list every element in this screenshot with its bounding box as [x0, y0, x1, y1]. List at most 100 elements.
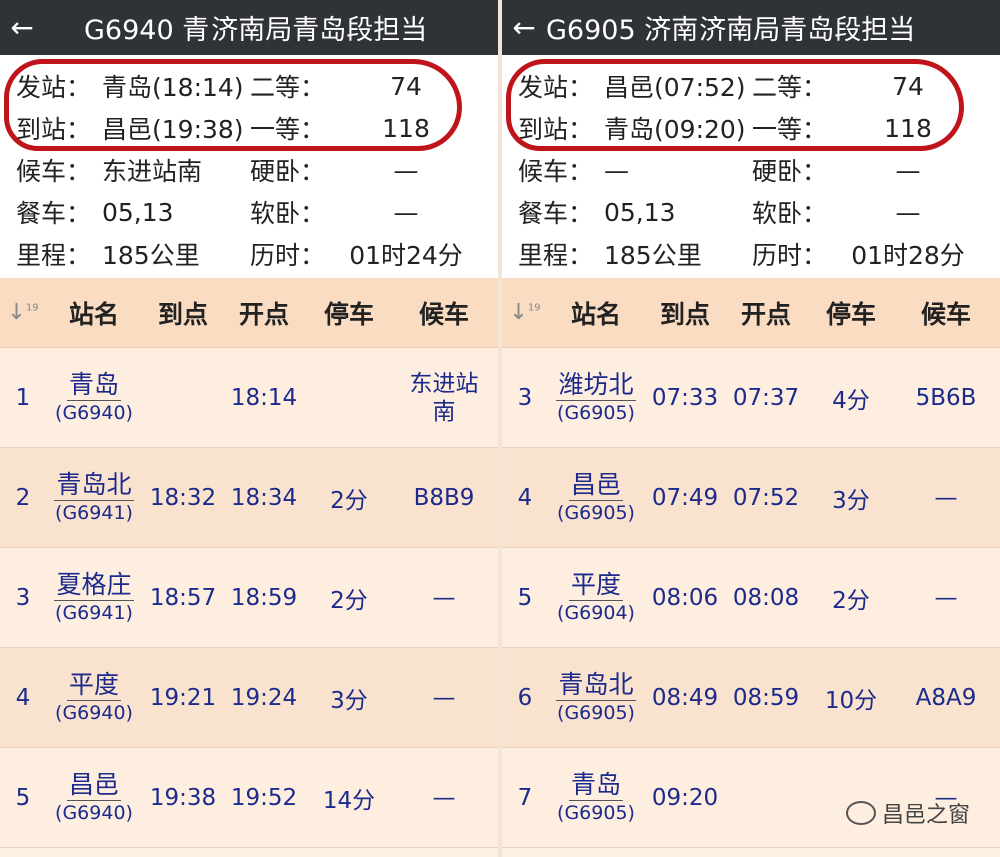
- stop-duration: 10分: [824, 687, 878, 714]
- info-label: 候车：: [16, 157, 92, 186]
- column-header[interactable]: 开点: [238, 299, 289, 329]
- info-value: 青岛(18:14): [102, 73, 244, 102]
- arrive-time: 07:33: [651, 384, 719, 411]
- train-number: (G6905): [557, 502, 635, 524]
- table-row[interactable]: 3 夏格庄 (G6941) 18:57 18:59 2分 —: [0, 548, 498, 648]
- train-number: (G6905): [557, 702, 635, 724]
- info-label: 历时：: [752, 241, 828, 270]
- info-value: 01时28分: [851, 241, 965, 270]
- right-train-panel: ← G6905 济南东 济南局青岛段担当 发站： 昌邑(07:52) 二等： 7…: [502, 0, 1000, 857]
- info-label: 软卧：: [250, 199, 326, 228]
- back-arrow-icon[interactable]: ←: [10, 11, 34, 44]
- back-arrow-icon[interactable]: ←: [512, 11, 536, 44]
- stop-duration: 3分: [330, 687, 368, 714]
- station-link[interactable]: 昌邑: [66, 770, 121, 801]
- row-number: 4: [517, 484, 533, 511]
- waiting-area: —: [432, 684, 456, 711]
- info-row: 候车： — 硬卧： —: [518, 149, 1000, 191]
- station-link[interactable]: 青岛北: [54, 470, 134, 501]
- info-row: 到站： 青岛(09:20) 一等： 118: [518, 107, 1000, 149]
- train-number: (G6904): [557, 602, 635, 624]
- info-label: 餐车：: [16, 199, 92, 228]
- table-row[interactable]: 4 昌邑 (G6905) 07:49 07:52 3分 —: [502, 448, 1000, 548]
- station-link[interactable]: 平度: [568, 570, 623, 601]
- depart-time: 07:37: [732, 384, 800, 411]
- info-label: 到站：: [16, 115, 92, 144]
- row-number: 6: [517, 684, 533, 711]
- table-header: ↓19 站名 到点 开点 停车 候车: [0, 278, 498, 348]
- info-label: 历时：: [250, 241, 326, 270]
- column-header[interactable]: 开点: [740, 299, 791, 329]
- stop-duration: 14分: [322, 787, 376, 814]
- column-header[interactable]: 停车: [323, 299, 374, 329]
- row-number: 3: [15, 584, 31, 611]
- station-link[interactable]: 青岛: [66, 370, 121, 401]
- station-link[interactable]: 平度: [66, 670, 121, 701]
- info-value: —: [895, 197, 921, 227]
- waiting-area: B8B9: [413, 484, 475, 511]
- waiting-area: —: [432, 784, 456, 811]
- sort-icon[interactable]: ↓19: [509, 300, 541, 325]
- waiting-area: A8A9: [915, 684, 977, 711]
- arrive-time: 19:21: [149, 684, 217, 711]
- info-row: 候车： 东进站南 硬卧： —: [16, 149, 498, 191]
- info-row: 到站： 昌邑(19:38) 一等： 118: [16, 107, 498, 149]
- row-number: 5: [517, 584, 533, 611]
- info-row: 里程： 185公里 历时： 01时24分: [16, 233, 498, 275]
- table-row[interactable]: 3 潍坊北 (G6905) 07:33 07:37 4分 5B6B: [502, 348, 1000, 448]
- info-label: 里程：: [518, 241, 594, 270]
- column-header[interactable]: 停车: [825, 299, 876, 329]
- left-train-panel: ← G6940 青 济南局青岛段担当 发站： 青岛(18:14) 二等： 74 …: [0, 0, 498, 857]
- table-row[interactable]: 5 平度 (G6904) 08:06 08:08 2分 —: [502, 548, 1000, 648]
- watermark: 昌邑之窗: [845, 797, 970, 829]
- wechat-icon: [845, 801, 876, 825]
- column-header[interactable]: 站名: [68, 299, 119, 329]
- info-row: 餐车： 05,13 软卧： —: [518, 191, 1000, 233]
- column-header[interactable]: 到点: [157, 299, 208, 329]
- table-row[interactable]: 1 青岛 (G6940) 18:14 东进站南: [0, 348, 498, 448]
- station-link[interactable]: 潍坊北: [556, 370, 636, 401]
- info-row: 发站： 青岛(18:14) 二等： 74: [16, 65, 498, 107]
- info-label: 二等：: [752, 73, 828, 102]
- info-label: 硬卧：: [752, 157, 828, 186]
- column-header[interactable]: 候车: [920, 299, 971, 329]
- table-row[interactable]: 7 青岛 (G6905) 09:20 —: [502, 748, 1000, 848]
- column-header[interactable]: 候车: [418, 299, 469, 329]
- depart-time: 08:59: [732, 684, 800, 711]
- info-value: 东进站南: [102, 157, 203, 186]
- sort-icon[interactable]: ↓19: [7, 300, 39, 325]
- column-header[interactable]: 到点: [659, 299, 710, 329]
- info-value: —: [393, 197, 419, 227]
- watermark-text: 昌邑之窗: [881, 803, 970, 828]
- waiting-area: —: [934, 484, 958, 511]
- table-row[interactable]: 6 青岛北 (G6905) 08:49 08:59 10分 A8A9: [502, 648, 1000, 748]
- station-link[interactable]: 昌邑: [568, 470, 623, 501]
- station-link[interactable]: 夏格庄: [54, 570, 134, 601]
- row-number: 2: [15, 484, 31, 511]
- stop-duration: 3分: [832, 487, 870, 514]
- info-label: 发站：: [16, 73, 92, 102]
- train-number: (G6941): [55, 602, 133, 624]
- depart-time: 18:34: [230, 484, 298, 511]
- row-number: 4: [15, 684, 31, 711]
- depart-time: 18:14: [230, 384, 298, 411]
- train-number: (G6905): [557, 802, 635, 824]
- column-header[interactable]: 站名: [570, 299, 621, 329]
- station-list: 1 青岛 (G6940) 18:14 东进站南 2 青岛北 (G6941) 18:3…: [0, 348, 498, 848]
- arrive-time: 19:38: [149, 784, 217, 811]
- train-number: (G6940): [55, 802, 133, 824]
- table-row[interactable]: 4 平度 (G6940) 19:21 19:24 3分 —: [0, 648, 498, 748]
- train-bureau: 济南局青岛段担当: [699, 8, 916, 47]
- info-label: 一等：: [752, 115, 828, 144]
- station-link[interactable]: 青岛: [568, 770, 623, 801]
- arrive-time: 18:57: [149, 584, 217, 611]
- info-label: 硬卧：: [250, 157, 326, 186]
- depart-time: 19:52: [230, 784, 298, 811]
- row-number: 3: [517, 384, 533, 411]
- depart-time: 08:08: [732, 584, 800, 611]
- table-row[interactable]: 2 青岛北 (G6941) 18:32 18:34 2分 B8B9: [0, 448, 498, 548]
- stop-duration: 4分: [832, 387, 870, 414]
- info-label: 软卧：: [752, 199, 828, 228]
- table-row[interactable]: 5 昌邑 (G6940) 19:38 19:52 14分 —: [0, 748, 498, 848]
- station-link[interactable]: 青岛北: [556, 670, 636, 701]
